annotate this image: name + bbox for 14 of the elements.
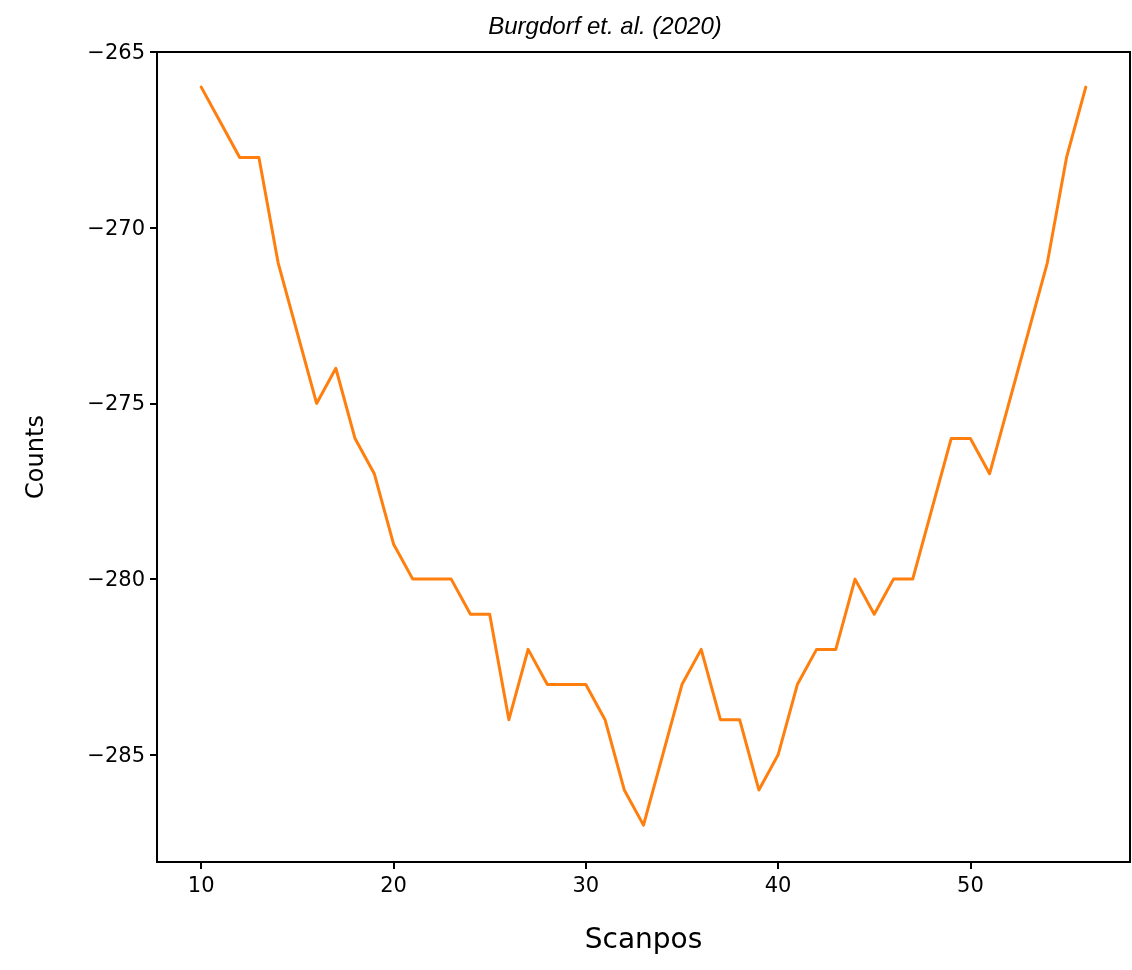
x-tick-label: 40	[764, 872, 792, 897]
x-tick-label: 30	[572, 872, 600, 897]
y-tick-label: −270	[87, 215, 145, 240]
x-tick-label: 20	[380, 872, 407, 897]
x-tick-label: 10	[187, 872, 215, 897]
y-tick-label: −265	[87, 40, 145, 64]
x-tick-label: 50	[957, 872, 984, 897]
y-tick-label: −275	[87, 391, 145, 416]
line-series	[199, 85, 1088, 827]
x-axis-title: Scanpos	[584, 921, 703, 955]
y-tick-label: −280	[87, 567, 145, 592]
y-tick-label: −285	[87, 742, 145, 767]
y-axis-title: Counts	[21, 415, 49, 499]
chart-title: Burgdorf et. al. (2020)	[488, 11, 722, 39]
